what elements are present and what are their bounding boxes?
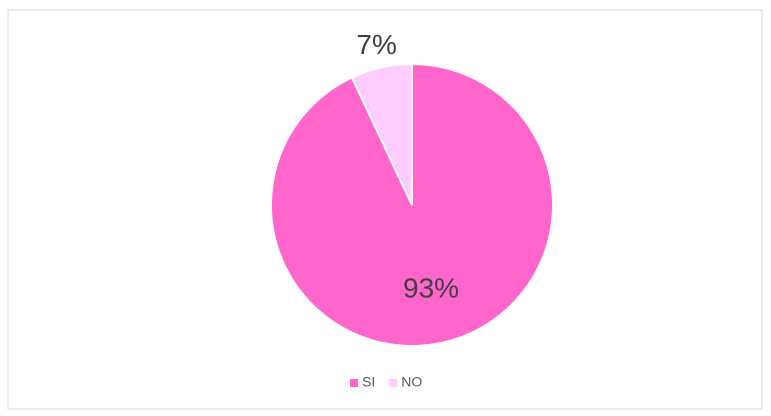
data-label: 93% (403, 273, 459, 304)
legend-label: NO (401, 374, 422, 390)
legend-swatch (389, 379, 398, 387)
pie-slice (350, 62, 413, 206)
data-label: 7% (356, 29, 396, 60)
legend-label: SI (362, 374, 375, 390)
legend-swatch (350, 379, 358, 387)
